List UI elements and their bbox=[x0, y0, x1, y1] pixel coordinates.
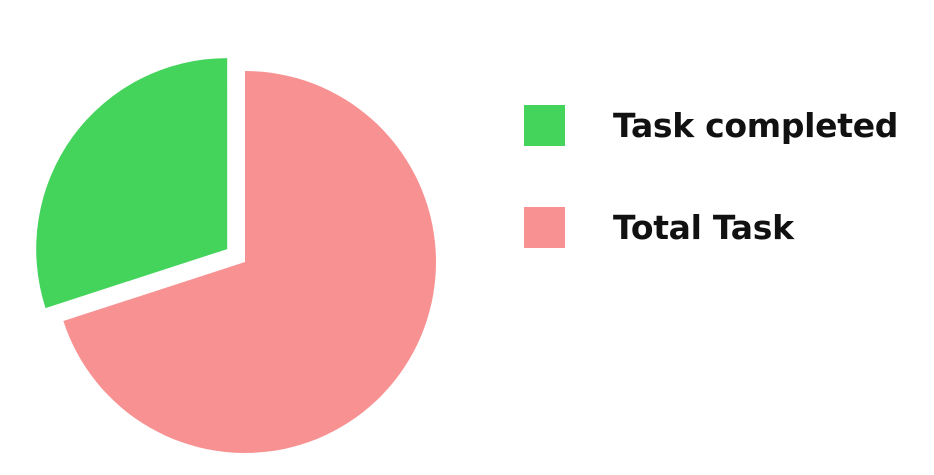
chart-legend: Task completed Total Task bbox=[524, 103, 898, 307]
legend-swatch-total-task bbox=[524, 206, 565, 248]
legend-item-task-completed: Task completed bbox=[524, 103, 898, 147]
pie-slice-total-task bbox=[63, 71, 437, 454]
legend-item-total-task: Total Task bbox=[524, 205, 898, 249]
legend-label-total-task: Total Task bbox=[613, 207, 794, 247]
pie-chart bbox=[36, 58, 437, 454]
legend-swatch-task-completed bbox=[524, 104, 565, 146]
pie-slice-task-completed bbox=[36, 58, 228, 309]
legend-label-task-completed: Task completed bbox=[613, 105, 899, 145]
